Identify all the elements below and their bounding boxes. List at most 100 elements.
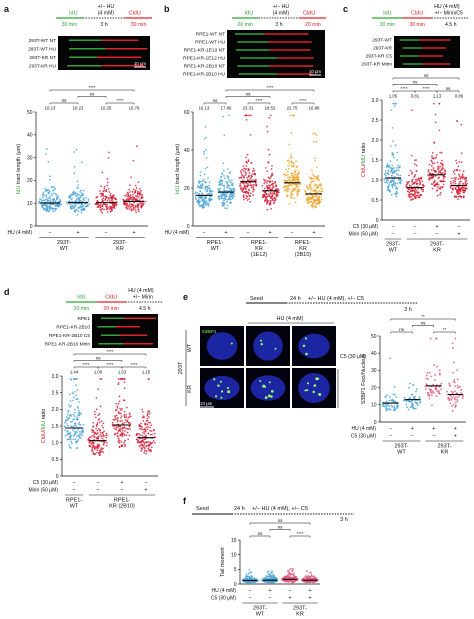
median-label: 10.23 [73, 106, 84, 111]
significance-bracket [121, 366, 147, 369]
data-point [388, 405, 391, 408]
data-point [399, 178, 402, 181]
data-point [408, 386, 410, 389]
data-point [251, 170, 254, 173]
data-point [135, 211, 137, 214]
y-tick-label: 50 [371, 334, 377, 340]
data-point [228, 180, 231, 183]
data-point [110, 199, 113, 202]
data-point [80, 211, 83, 214]
significance-label: **** [116, 98, 123, 103]
data-point [137, 196, 140, 198]
data-point [290, 154, 293, 156]
significance-bracket [73, 360, 123, 362]
data-point [422, 186, 425, 188]
data-point [77, 210, 80, 213]
fiber-label: RPE1 [77, 316, 90, 322]
scale-label: 10 μm [200, 401, 213, 406]
data-point [308, 198, 310, 201]
scheme-t1: 30 min [380, 22, 396, 28]
data-point [218, 181, 221, 184]
data-point [242, 188, 245, 190]
data-point [206, 186, 209, 189]
scheme-t3: 20 min [305, 22, 321, 28]
data-point [438, 102, 441, 105]
data-point [309, 191, 312, 194]
data-point [311, 169, 313, 172]
data-point [318, 195, 321, 198]
data-point [269, 177, 271, 180]
condition-label: HU (4 mM) [212, 588, 237, 594]
data-point [80, 431, 83, 433]
data-point [441, 171, 444, 174]
fiber-image-bg [227, 30, 325, 78]
data-point [277, 189, 280, 191]
data-point [418, 179, 421, 182]
data-point [452, 188, 455, 191]
data-point [101, 171, 104, 174]
data-point [462, 195, 465, 198]
data-point [422, 184, 424, 186]
condition-value: − [104, 230, 107, 236]
data-point [454, 180, 456, 183]
data-point [460, 176, 462, 179]
data-point [45, 195, 47, 197]
data-point [399, 165, 401, 168]
data-point [97, 444, 100, 447]
data-point [136, 205, 138, 207]
data-point [427, 378, 429, 380]
data-point [308, 200, 310, 202]
data-point [72, 425, 75, 428]
data-point [99, 378, 102, 380]
significance-label: **** [130, 362, 137, 367]
data-point [417, 187, 420, 190]
data-point [266, 125, 268, 128]
data-point [142, 204, 145, 206]
data-point [257, 579, 259, 582]
data-point [226, 185, 229, 187]
y-tick-label: 0 [187, 224, 190, 230]
data-point [387, 169, 390, 172]
image-title: HU (4 mM) [277, 316, 304, 322]
data-point [93, 410, 96, 413]
data-point [73, 396, 75, 399]
data-point [40, 198, 42, 201]
data-point [206, 166, 209, 169]
data-point [466, 187, 468, 190]
data-point [129, 415, 132, 418]
data-point [225, 195, 228, 198]
data-point [456, 400, 459, 403]
data-point [284, 180, 287, 182]
data-point [267, 570, 270, 572]
data-point [309, 581, 311, 584]
data-point [291, 190, 294, 192]
data-point [140, 447, 143, 449]
data-point [243, 175, 245, 177]
panel-letter: e [183, 292, 188, 302]
data-point [226, 192, 228, 195]
data-point [209, 199, 212, 202]
data-point [292, 177, 294, 180]
data-point [296, 172, 299, 175]
data-point [122, 399, 125, 401]
data-point [201, 183, 204, 185]
data-point [141, 410, 144, 413]
data-point [459, 190, 462, 192]
data-point [103, 208, 105, 211]
data-point [140, 206, 143, 208]
data-point [147, 425, 149, 428]
fiber-label: RPE1-KR-2B10 NT [184, 64, 225, 70]
data-point [453, 179, 455, 182]
data-point [288, 569, 291, 572]
data-point [460, 389, 463, 391]
data-point [282, 186, 285, 189]
group-label: KR [296, 612, 304, 618]
data-point [410, 198, 413, 201]
data-point [115, 203, 118, 206]
data-point [283, 576, 286, 578]
data-point [54, 192, 57, 195]
condition-value: + [457, 232, 460, 238]
data-point [254, 184, 257, 187]
data-point [80, 433, 83, 436]
